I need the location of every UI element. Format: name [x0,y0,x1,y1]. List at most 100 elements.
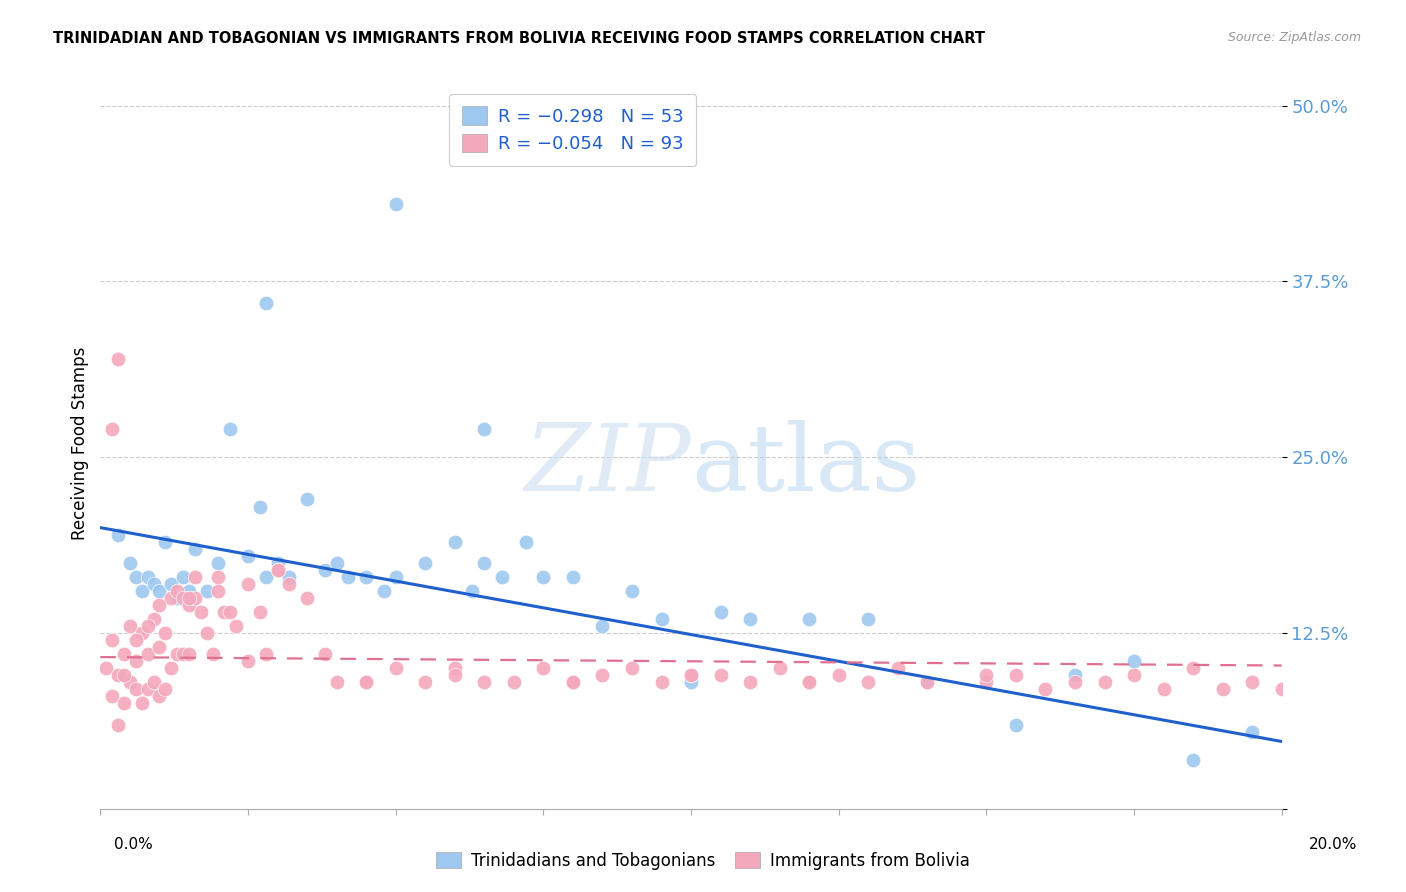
Point [101,633,124,648]
Point [799,612,821,626]
Point [195,626,218,640]
Point [155,534,177,549]
Point [125,654,148,668]
Point [461,583,484,598]
Point [249,500,271,514]
Point [976,668,998,682]
Point [709,668,731,682]
Point [472,675,495,690]
Text: ZIP: ZIP [524,420,690,510]
Point [166,647,188,661]
Point [118,619,141,633]
Point [107,668,129,682]
Text: Source: ZipAtlas.com: Source: ZipAtlas.com [1227,31,1361,45]
Point [254,570,277,584]
Point [190,605,212,619]
Point [295,591,318,605]
Point [125,682,148,697]
Point [172,570,194,584]
Point [591,668,613,682]
Point [136,570,159,584]
Y-axis label: Receiving Food Stamps: Receiving Food Stamps [72,346,89,540]
Point [769,661,792,675]
Text: 0.0%: 0.0% [114,838,153,852]
Point [1123,668,1146,682]
Point [709,605,731,619]
Point [491,570,513,584]
Point [201,647,224,661]
Point [413,675,436,690]
Point [142,577,165,591]
Point [136,682,159,697]
Point [354,675,377,690]
Point [177,583,200,598]
Point [112,697,135,711]
Point [107,717,129,731]
Point [531,570,554,584]
Point [1182,661,1205,675]
Point [219,422,242,436]
Point [166,583,188,598]
Point [136,619,159,633]
Point [107,527,129,541]
Point [384,661,406,675]
Point [679,668,702,682]
Point [314,563,336,577]
Point [337,570,360,584]
Point [177,647,200,661]
Point [887,661,910,675]
Point [1271,682,1294,697]
Point [561,570,583,584]
Point [184,591,207,605]
Point [1182,753,1205,767]
Point [354,570,377,584]
Point [1005,668,1028,682]
Point [278,577,301,591]
Point [172,591,194,605]
Point [472,556,495,570]
Legend: Trinidadians and Tobagonians, Immigrants from Bolivia: Trinidadians and Tobagonians, Immigrants… [429,846,977,877]
Point [325,556,347,570]
Point [148,583,170,598]
Point [254,647,277,661]
Point [142,675,165,690]
Point [166,591,188,605]
Point [472,422,495,436]
Point [650,612,672,626]
Point [107,351,129,366]
Point [443,661,465,675]
Text: TRINIDADIAN AND TOBAGONIAN VS IMMIGRANTS FROM BOLIVIA RECEIVING FOOD STAMPS CORR: TRINIDADIAN AND TOBAGONIAN VS IMMIGRANTS… [53,31,986,46]
Point [1212,682,1234,697]
Point [620,661,643,675]
Point [148,598,170,612]
Point [184,541,207,556]
Point [195,583,218,598]
Point [828,668,851,682]
Point [155,626,177,640]
Point [858,675,880,690]
Point [148,690,170,704]
Point [858,612,880,626]
Point [1094,675,1116,690]
Point [207,583,229,598]
Point [160,577,183,591]
Point [1035,682,1057,697]
Point [278,570,301,584]
Point [679,675,702,690]
Point [177,591,200,605]
Point [679,668,702,682]
Point [101,422,124,436]
Point [131,583,153,598]
Point [125,633,148,648]
Point [160,591,183,605]
Point [413,556,436,570]
Point [249,605,271,619]
Point [1064,675,1087,690]
Point [1123,654,1146,668]
Point [236,654,259,668]
Point [325,675,347,690]
Point [236,549,259,563]
Point [254,295,277,310]
Point [160,661,183,675]
Point [177,598,200,612]
